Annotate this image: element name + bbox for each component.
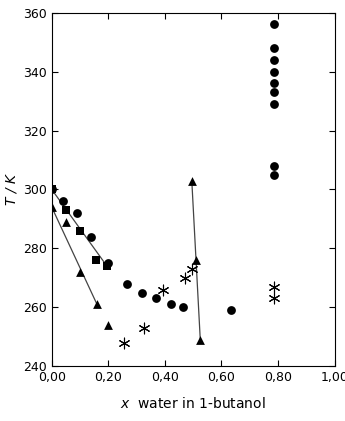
- Point: [193, 257, 199, 264]
- Point: [49, 186, 55, 193]
- Point: [189, 177, 195, 184]
- Point: [104, 263, 110, 269]
- Point: [271, 56, 277, 63]
- Point: [63, 207, 69, 213]
- Point: [180, 304, 186, 311]
- Point: [271, 171, 277, 178]
- Point: [271, 163, 277, 169]
- Point: [271, 101, 277, 107]
- Point: [271, 295, 277, 302]
- Point: [77, 269, 83, 275]
- Y-axis label: T / K: T / K: [5, 174, 19, 205]
- Point: [121, 339, 127, 346]
- Point: [124, 280, 129, 287]
- Point: [139, 289, 145, 296]
- Point: [94, 301, 100, 308]
- Point: [161, 286, 166, 293]
- Point: [49, 186, 55, 193]
- Point: [271, 80, 277, 87]
- Point: [106, 322, 111, 328]
- Point: [168, 301, 173, 308]
- Point: [271, 89, 277, 96]
- Point: [63, 218, 69, 225]
- Point: [189, 266, 195, 272]
- Point: [154, 295, 159, 302]
- Point: [271, 283, 277, 290]
- Point: [49, 204, 55, 210]
- Point: [89, 233, 94, 240]
- Point: [271, 68, 277, 75]
- Point: [197, 336, 203, 343]
- Point: [141, 325, 146, 331]
- Point: [77, 227, 83, 234]
- Point: [182, 274, 187, 281]
- Point: [271, 45, 277, 51]
- Point: [93, 257, 98, 264]
- Point: [60, 198, 66, 205]
- Point: [75, 210, 80, 216]
- Point: [229, 307, 234, 314]
- Text: $x$  water in 1-butanol: $x$ water in 1-butanol: [120, 396, 266, 411]
- Point: [106, 260, 111, 266]
- Point: [271, 21, 277, 28]
